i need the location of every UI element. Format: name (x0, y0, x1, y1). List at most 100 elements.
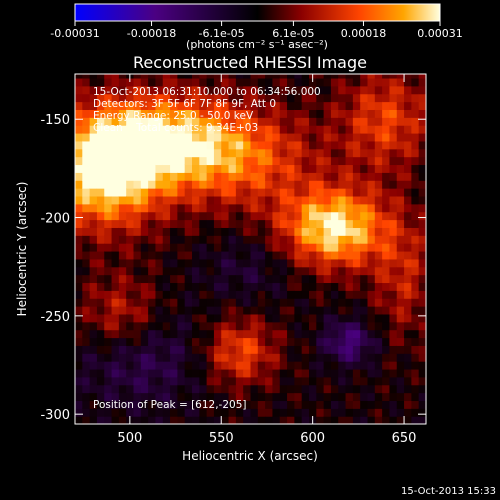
heatmap-cell (170, 188, 178, 197)
heatmap-cell (155, 250, 164, 260)
heatmap-cell (396, 148, 405, 158)
heatmap-cell (294, 250, 303, 260)
heatmap-cell (345, 77, 354, 87)
heatmap-cell (287, 235, 295, 244)
heatmap-cell (235, 345, 244, 354)
heatmap-cell (301, 416, 310, 424)
heatmap-cell (389, 227, 398, 236)
heatmap-cell (352, 306, 361, 315)
heatmap-cell (235, 329, 244, 339)
heatmap-cell (294, 408, 303, 417)
heatmap-cell (404, 400, 412, 409)
heatmap-cell (411, 282, 420, 291)
heatmap-cell (148, 353, 157, 362)
heatmap-cell (82, 140, 91, 150)
heatmap-cell (140, 266, 149, 276)
heatmap-cell (243, 93, 252, 103)
heatmap-cell (411, 337, 420, 346)
heatmap-cell (411, 392, 420, 402)
heatmap-cell (184, 172, 193, 181)
heatmap-cell (374, 140, 383, 150)
heatmap-cell (206, 321, 215, 331)
heatmap-cell (367, 243, 376, 252)
heatmap-cell (338, 274, 347, 284)
heatmap-cell (89, 416, 98, 424)
heatmap-cell (316, 306, 325, 315)
heatmap-cell (301, 408, 310, 417)
heatmap-cell (330, 408, 339, 417)
heatmap-cell (155, 400, 164, 409)
heatmap-cell (330, 306, 339, 315)
heatmap-cell (316, 298, 325, 307)
heatmap-cell (177, 132, 186, 142)
heatmap-cell (250, 345, 259, 354)
heatmap-cell (309, 164, 317, 173)
heatmap-cell (265, 282, 274, 291)
heatmap-cell (221, 368, 230, 378)
heatmap-cell (126, 140, 135, 150)
heatmap-cell (170, 117, 178, 126)
heatmap-cell (360, 313, 369, 323)
heatmap-cell (213, 93, 222, 103)
x-tick-label: 650 (392, 431, 417, 446)
heatmap-cell (257, 148, 266, 158)
heatmap-cell (360, 74, 369, 79)
heatmap-cell (279, 235, 288, 244)
heatmap-cell (140, 361, 149, 370)
annotation-energy-range: Energy Range: 25.0 - 50.0 keV (93, 110, 254, 122)
heatmap-cell (279, 274, 288, 284)
heatmap-cell (389, 274, 398, 284)
heatmap-cell (360, 361, 369, 370)
heatmap-cell (418, 250, 426, 260)
heatmap-cell (206, 416, 215, 424)
heatmap-cell (199, 243, 208, 252)
heatmap-cell (309, 188, 317, 197)
heatmap-cell (272, 156, 281, 166)
heatmap-cell (184, 368, 193, 378)
heatmap-cell (257, 384, 266, 394)
heatmap-cell (360, 306, 369, 315)
heatmap-cell (170, 290, 178, 299)
heatmap-cell (199, 85, 208, 95)
heatmap-cell (235, 266, 244, 276)
heatmap-cell (404, 85, 412, 95)
heatmap-cell (309, 282, 317, 291)
heatmap-cell (170, 306, 178, 315)
heatmap-cell (352, 313, 361, 323)
heatmap-cell (148, 361, 157, 370)
heatmap-cell (162, 235, 171, 244)
heatmap-cell (418, 321, 426, 331)
heatmap-cell (243, 235, 252, 244)
heatmap-cell (75, 329, 83, 339)
heatmap-cell (162, 219, 171, 228)
heatmap-cell (96, 74, 105, 79)
heatmap-cell (206, 132, 215, 142)
heatmap-cell (111, 345, 120, 354)
heatmap-cell (228, 353, 237, 362)
heatmap-cell (155, 77, 164, 87)
heatmap-cell (345, 85, 354, 95)
heatmap-cell (82, 345, 91, 354)
heatmap-cell (338, 290, 347, 299)
heatmap-cell (287, 274, 295, 284)
heatmap-cell (184, 306, 193, 315)
heatmap-cell (316, 353, 325, 362)
heatmap-cell (235, 337, 244, 346)
heatmap-cell (177, 337, 186, 346)
heatmap-cell (301, 164, 310, 173)
heatmap-cell (111, 274, 120, 284)
heatmap-cell (148, 384, 157, 394)
heatmap-cell (192, 85, 200, 95)
colorbar (74, 3, 441, 22)
heatmap-cell (177, 274, 186, 284)
heatmap-cell (243, 313, 252, 323)
heatmap-cell (82, 243, 91, 252)
heatmap-cell (257, 290, 266, 299)
heatmap-cell (352, 392, 361, 402)
heatmap-cell (265, 93, 274, 103)
heatmap-cell (396, 345, 405, 354)
heatmap-cell (411, 148, 420, 158)
heatmap-cell (287, 227, 295, 236)
heatmap-cell (418, 376, 426, 386)
heatmap-cell (294, 384, 303, 394)
